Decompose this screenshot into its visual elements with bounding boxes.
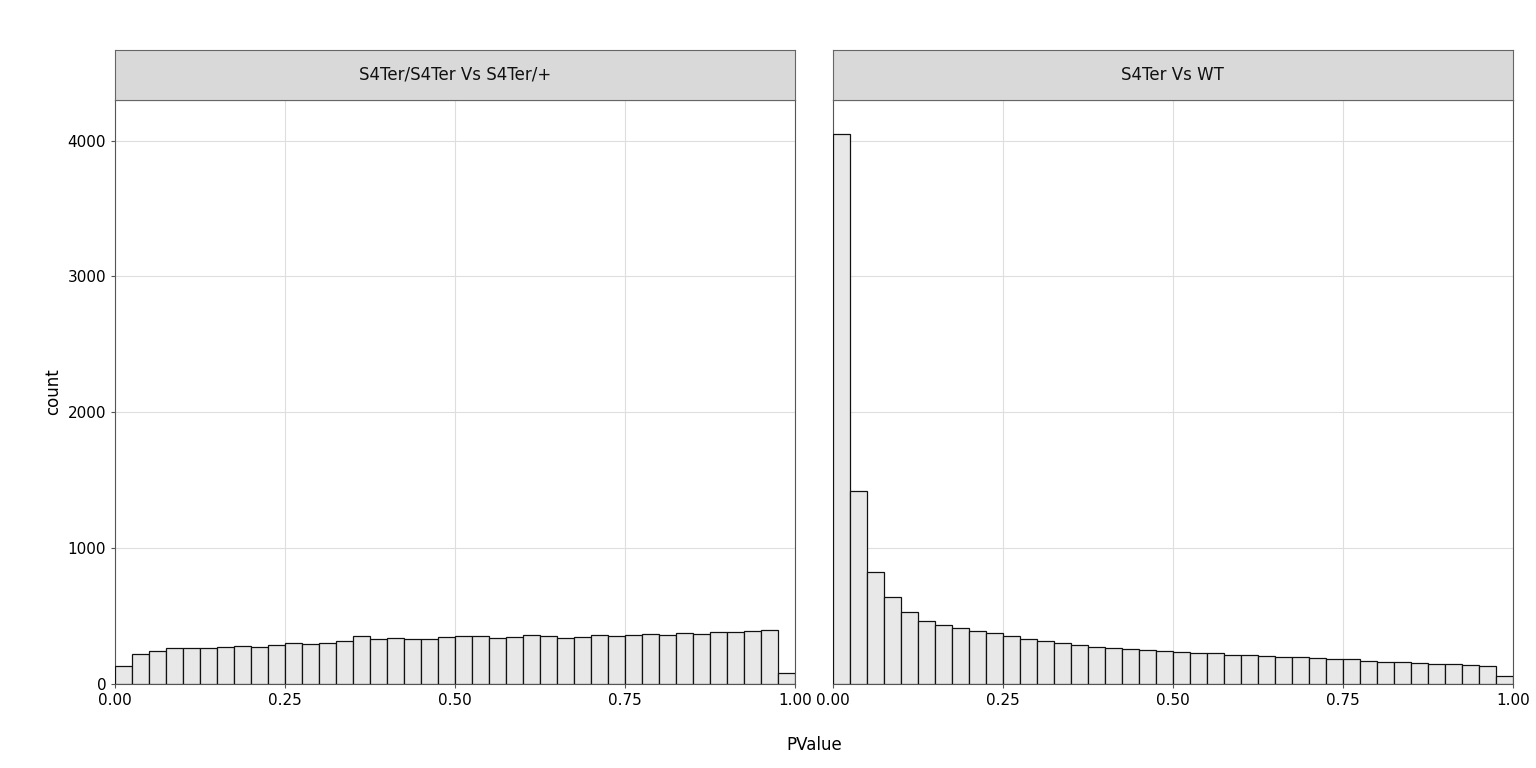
Bar	[676, 633, 693, 684]
Bar	[986, 634, 1003, 684]
Bar	[233, 646, 252, 684]
Bar	[166, 648, 183, 684]
Bar	[1157, 650, 1174, 684]
Bar	[1138, 650, 1157, 684]
Bar	[969, 631, 986, 684]
Bar	[1428, 664, 1445, 684]
Bar	[252, 647, 269, 684]
Text: S4Ter/S4Ter Vs S4Ter/+: S4Ter/S4Ter Vs S4Ter/+	[359, 66, 551, 84]
Bar	[1258, 656, 1275, 684]
Bar	[762, 631, 779, 684]
Bar	[849, 491, 866, 684]
Bar	[421, 639, 438, 684]
Bar	[387, 637, 404, 684]
Bar	[1087, 647, 1104, 684]
Bar	[710, 631, 728, 684]
Bar	[625, 635, 642, 684]
Bar	[336, 641, 353, 684]
Bar	[1003, 636, 1020, 684]
Bar	[1395, 662, 1412, 684]
Bar	[1190, 653, 1207, 684]
Bar	[1054, 643, 1071, 684]
Bar	[200, 648, 217, 684]
Bar	[1412, 663, 1428, 684]
Bar	[149, 651, 166, 684]
Bar	[353, 636, 370, 684]
Bar	[779, 674, 796, 684]
Bar	[1496, 676, 1513, 684]
Bar	[438, 637, 455, 684]
Bar	[642, 634, 659, 684]
Bar	[1326, 659, 1342, 684]
Bar	[319, 643, 336, 684]
Bar	[1359, 660, 1376, 684]
Bar	[472, 636, 490, 684]
Bar	[303, 644, 319, 684]
Bar	[919, 621, 935, 684]
Bar	[1174, 652, 1190, 684]
Bar	[183, 647, 200, 684]
Bar	[1292, 657, 1309, 684]
Bar	[132, 654, 149, 684]
Bar	[1207, 654, 1224, 684]
Bar	[591, 635, 608, 684]
Bar	[1462, 665, 1479, 684]
Bar	[883, 597, 900, 684]
Bar	[935, 625, 952, 684]
Bar	[693, 634, 710, 684]
Bar	[524, 635, 541, 684]
Bar	[952, 628, 969, 684]
Bar	[507, 637, 524, 684]
Bar	[115, 666, 132, 684]
Bar	[490, 637, 507, 684]
Bar	[370, 639, 387, 684]
Bar	[1376, 661, 1395, 684]
Y-axis label: count: count	[45, 369, 61, 415]
Bar	[833, 134, 849, 684]
Bar	[1121, 649, 1138, 684]
Bar	[659, 635, 676, 684]
Bar	[866, 572, 883, 684]
Bar	[1342, 660, 1359, 684]
Text: PValue: PValue	[786, 736, 842, 754]
Bar	[900, 611, 919, 684]
Bar	[1241, 655, 1258, 684]
Bar	[1275, 657, 1292, 684]
Bar	[455, 636, 472, 684]
Bar	[404, 639, 421, 684]
Bar	[574, 637, 591, 684]
Bar	[541, 636, 558, 684]
Text: S4Ter Vs WT: S4Ter Vs WT	[1121, 66, 1224, 84]
Bar	[558, 637, 574, 684]
Bar	[1309, 658, 1326, 684]
Bar	[217, 647, 233, 684]
Bar	[286, 644, 303, 684]
Bar	[1020, 639, 1037, 684]
Bar	[1071, 645, 1087, 684]
Bar	[1037, 641, 1054, 684]
Bar	[745, 631, 762, 684]
Bar	[1104, 648, 1121, 684]
Bar	[608, 636, 625, 684]
Bar	[1479, 666, 1496, 684]
Bar	[1224, 655, 1241, 684]
Bar	[1445, 664, 1462, 684]
Bar	[269, 645, 286, 684]
Bar	[728, 632, 745, 684]
